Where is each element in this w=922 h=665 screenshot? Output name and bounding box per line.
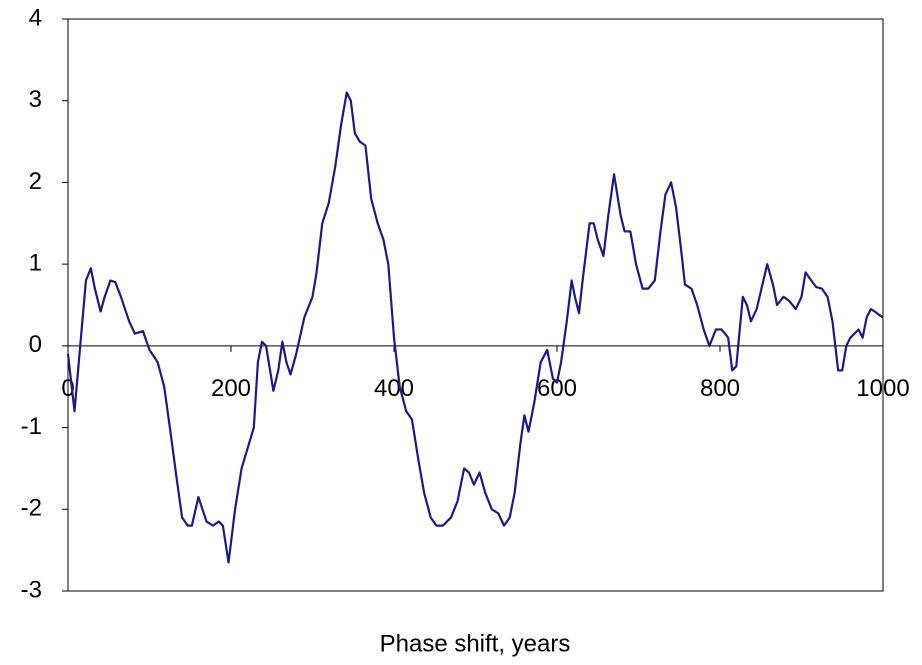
x-tick-label: 1000 <box>856 375 909 402</box>
y-tick-label: 0 <box>29 331 42 358</box>
x-tick-label: 800 <box>700 375 740 402</box>
y-tick-label: 1 <box>29 249 42 276</box>
y-tick-label: 3 <box>29 86 42 113</box>
y-tick-label: -1 <box>21 413 42 440</box>
y-tick-label: 2 <box>29 168 42 195</box>
plot-frame <box>67 18 884 592</box>
data-line <box>66 91 884 564</box>
y-tick-label: -3 <box>21 576 42 603</box>
y-tick-label: -2 <box>21 495 42 522</box>
y-tick-label: 4 <box>29 4 42 31</box>
x-tick-label: 400 <box>374 375 414 402</box>
x-axis-label: Phase shift, years <box>380 630 571 657</box>
x-tick-label: 200 <box>211 375 251 402</box>
